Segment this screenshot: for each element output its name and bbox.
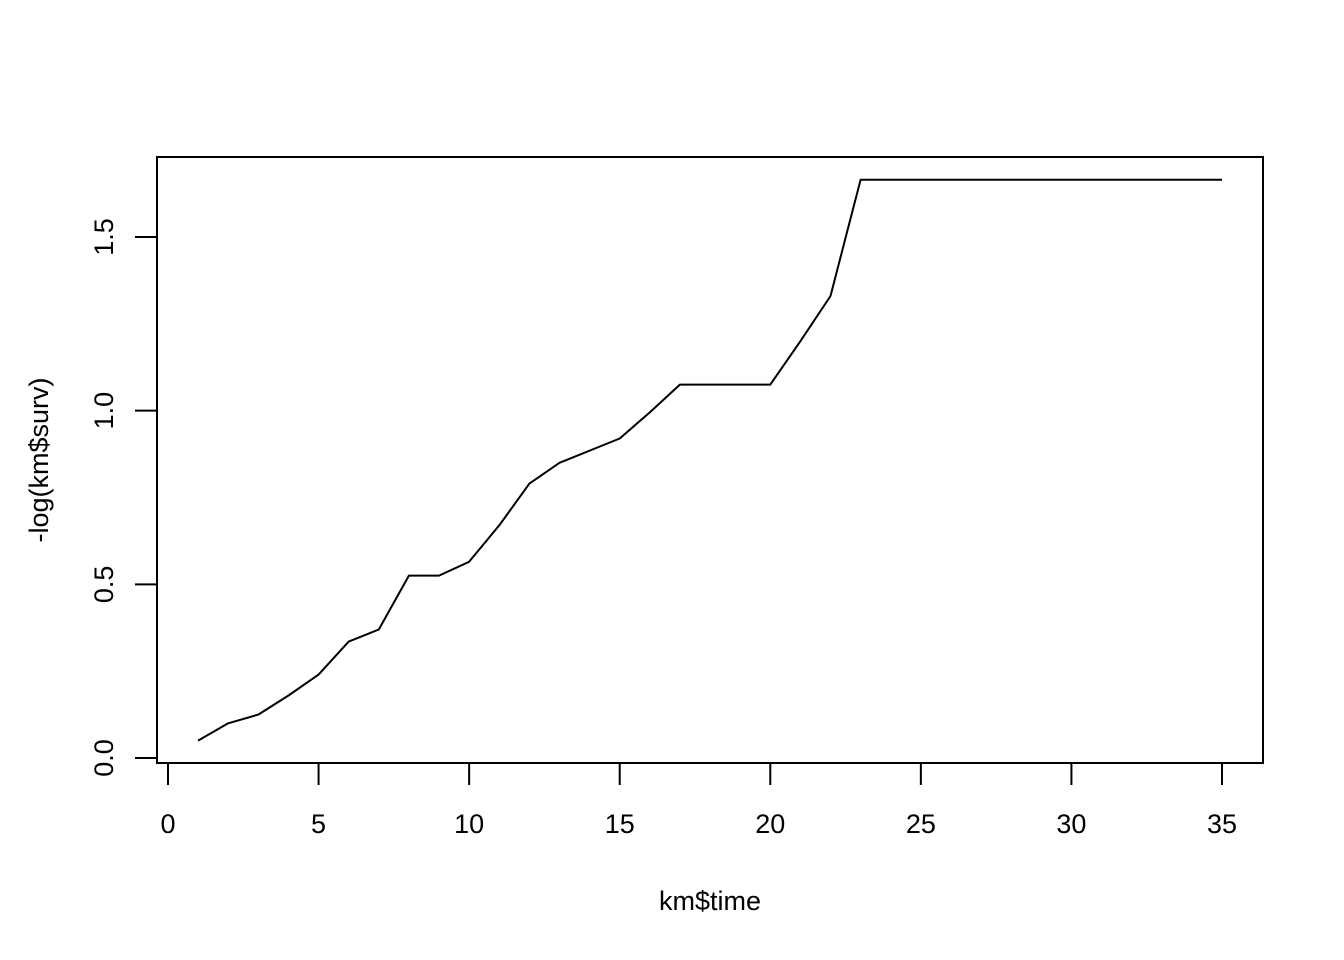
x-axis: 0 5 10 15 20 25 30 35 (160, 762, 1237, 839)
y-tick-label: 1.5 (89, 218, 119, 256)
x-tick-label: 0 (160, 809, 175, 839)
plot-box (156, 156, 1264, 764)
x-tick-label: 30 (1056, 809, 1086, 839)
x-tick-label: 10 (454, 809, 484, 839)
x-tick-label: 20 (755, 809, 785, 839)
x-tick-label: 5 (311, 809, 326, 839)
y-axis: 0.0 0.5 1.0 1.5 (89, 218, 158, 777)
y-tick-label: 0.5 (89, 566, 119, 604)
y-tick-label: 0.0 (89, 739, 119, 777)
x-tick-label: 15 (605, 809, 635, 839)
x-tick-label: 35 (1207, 809, 1237, 839)
y-axis-title: -log(km$surv) (24, 377, 54, 542)
x-tick-label: 25 (906, 809, 936, 839)
series-line-0 (197, 178, 1222, 742)
y-tick-label: 1.0 (89, 392, 119, 430)
series-layer (197, 178, 1222, 742)
x-axis-title: km$time (659, 886, 761, 916)
